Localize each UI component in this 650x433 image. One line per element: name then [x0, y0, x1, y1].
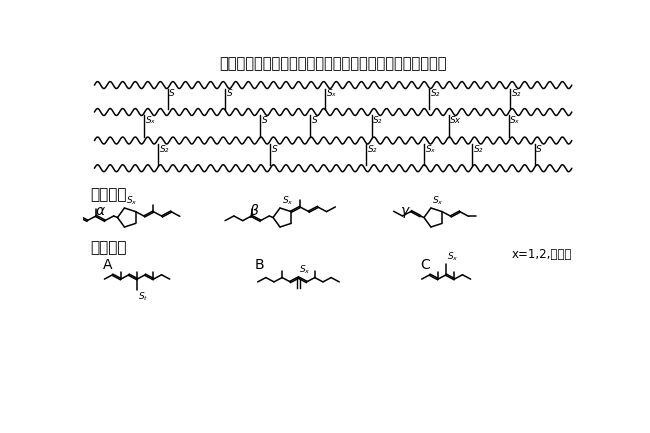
Text: S: S: [169, 89, 175, 98]
Text: S$_x$: S$_x$: [281, 194, 293, 207]
Text: S₂: S₂: [474, 145, 484, 154]
Text: S$_t$: S$_t$: [138, 291, 148, 304]
Text: S: S: [261, 116, 267, 126]
Text: 硫黄架橋・網目構造（概念図：実際は三次元構造をとる）: 硫黄架橋・網目構造（概念図：実際は三次元構造をとる）: [220, 56, 447, 71]
Text: 架橋構造: 架橋構造: [90, 241, 127, 255]
Text: S₂: S₂: [373, 116, 383, 126]
Text: S₂: S₂: [512, 89, 521, 98]
Text: Sx: Sx: [450, 116, 462, 126]
Text: x=1,2,・・・: x=1,2,・・・: [512, 248, 572, 261]
Text: B: B: [255, 258, 264, 271]
Text: S$_x$: S$_x$: [432, 194, 444, 207]
Text: C: C: [420, 258, 430, 271]
Text: A: A: [103, 258, 112, 271]
Text: S$_x$: S$_x$: [447, 250, 458, 263]
Text: α: α: [96, 204, 105, 217]
Text: S$_x$: S$_x$: [299, 264, 311, 276]
Text: S: S: [272, 145, 278, 154]
Text: S: S: [536, 145, 542, 154]
Text: γ: γ: [400, 204, 409, 217]
Text: Sₓ: Sₓ: [426, 145, 436, 154]
Text: S: S: [311, 116, 317, 126]
Text: Sₓ: Sₓ: [146, 116, 156, 126]
Text: 環状構造: 環状構造: [90, 187, 127, 203]
Text: S₂: S₂: [368, 145, 377, 154]
Text: Sₓ: Sₓ: [510, 116, 520, 126]
Text: Sₓ: Sₓ: [327, 89, 337, 98]
Text: S₂: S₂: [160, 145, 169, 154]
Text: S: S: [227, 89, 233, 98]
Text: β: β: [250, 204, 258, 217]
Text: S₂: S₂: [431, 89, 440, 98]
Text: S$_x$: S$_x$: [126, 194, 138, 207]
